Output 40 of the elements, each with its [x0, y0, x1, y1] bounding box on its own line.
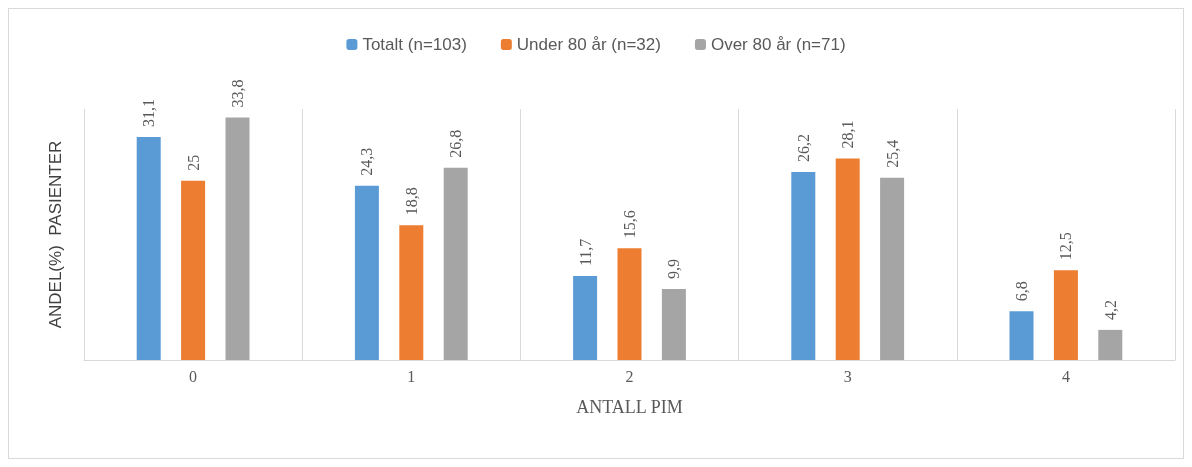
- x-tick-label: 1: [407, 367, 416, 385]
- data-label: 31,1: [140, 98, 158, 127]
- bar: [443, 167, 468, 360]
- bar: [1009, 311, 1034, 360]
- data-label: 4,2: [1101, 299, 1119, 320]
- bar: [1053, 270, 1078, 360]
- data-label: 26,8: [447, 129, 465, 158]
- bar: [136, 136, 161, 360]
- data-label: 28,1: [839, 120, 857, 149]
- data-label: 33,8: [229, 79, 246, 108]
- data-label: 25: [184, 154, 202, 171]
- data-label: 12,5: [1057, 232, 1075, 261]
- x-tick-label: 2: [625, 367, 634, 385]
- bar: [661, 289, 686, 360]
- bar: [399, 225, 424, 360]
- bar: [225, 117, 250, 360]
- x-tick-label: 3: [843, 367, 852, 385]
- data-label: 24,3: [358, 147, 376, 176]
- x-tick-label: 4: [1061, 367, 1070, 385]
- data-label: 15,6: [621, 210, 638, 239]
- bar: [791, 172, 816, 360]
- bar: [1098, 329, 1123, 360]
- bar: [617, 248, 642, 360]
- data-label: 25,4: [883, 139, 901, 168]
- data-label: 26,2: [794, 134, 812, 163]
- data-label: 6,8: [1013, 281, 1030, 302]
- bar: [880, 177, 905, 360]
- data-label: 9,9: [665, 259, 683, 279]
- bar: [573, 276, 598, 360]
- x-tick-label: 0: [189, 367, 198, 385]
- data-label: 18,8: [402, 187, 420, 216]
- legend-label: Under 80 år (n=32): [516, 35, 661, 54]
- bar: [354, 185, 379, 360]
- y-axis-title: ANDEL(%) PASIENTER: [46, 140, 65, 329]
- x-axis-title: ANTALL PIM: [576, 397, 683, 417]
- bar: [835, 158, 860, 360]
- legend-label: Totalt (n=103): [362, 35, 467, 54]
- data-label: 11,7: [576, 238, 594, 267]
- legend-label: Over 80 år (n=71): [710, 35, 846, 54]
- bar: [181, 180, 206, 360]
